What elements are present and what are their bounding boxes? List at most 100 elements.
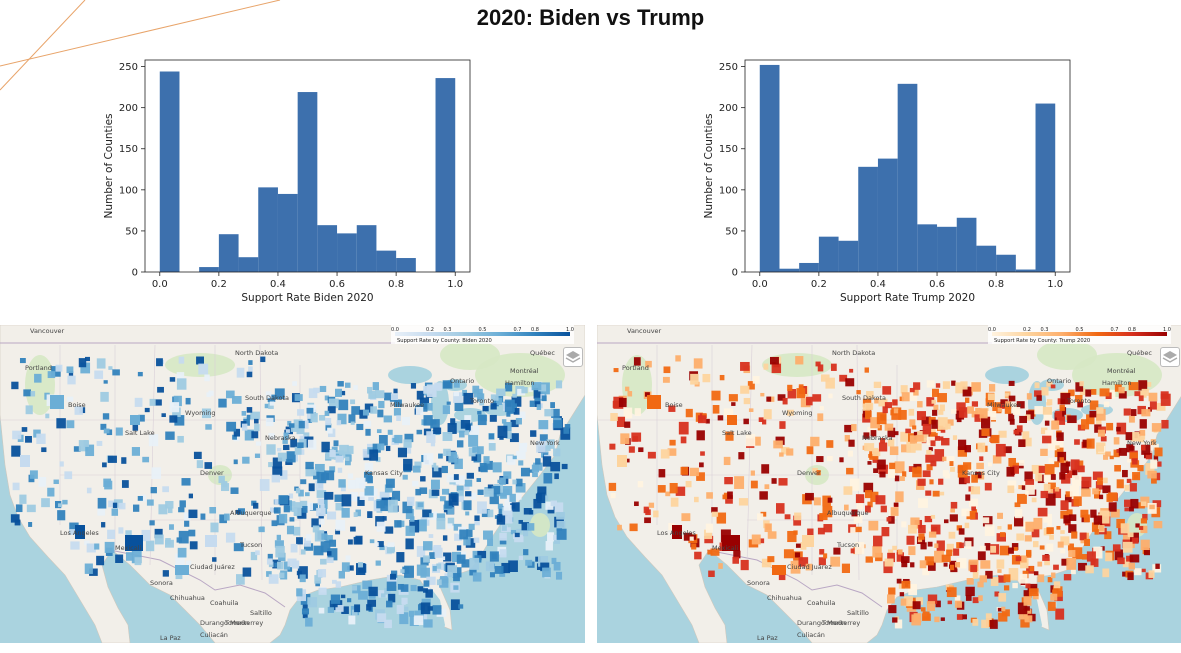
county: [205, 424, 212, 430]
county: [1056, 432, 1064, 441]
county: [400, 584, 409, 592]
county: [990, 545, 997, 553]
county: [938, 478, 944, 485]
county: [366, 604, 372, 611]
county: [250, 411, 260, 420]
county: [1077, 401, 1083, 408]
county: [387, 547, 395, 554]
county: [1020, 558, 1029, 569]
county: [965, 541, 972, 549]
layers-icon[interactable]: [1160, 347, 1180, 367]
county: [896, 552, 904, 562]
county: [174, 415, 185, 426]
histogram-bar: [779, 268, 800, 272]
county: [624, 421, 631, 428]
county: [423, 415, 433, 426]
county: [941, 554, 951, 563]
county: [1140, 501, 1147, 507]
county: [979, 456, 984, 461]
county: [70, 541, 80, 550]
county: [12, 430, 22, 440]
county: [339, 444, 349, 455]
county: [870, 417, 881, 429]
county: [232, 434, 237, 440]
county: [928, 531, 937, 538]
x-tick-label: 0.6: [929, 279, 945, 290]
county: [252, 502, 259, 509]
county: [1044, 419, 1050, 426]
county: [447, 517, 455, 526]
county: [1153, 443, 1159, 451]
county: [59, 461, 64, 467]
histogram-bar: [376, 250, 397, 272]
state-border: [149, 344, 156, 566]
county: [464, 430, 470, 436]
county: [778, 478, 788, 486]
county: [905, 428, 911, 434]
county: [178, 507, 185, 513]
county: [530, 430, 537, 437]
city-label: Albuquerque: [230, 509, 272, 517]
city-label: Kansas City: [962, 469, 1000, 477]
county: [868, 453, 873, 458]
county: [337, 381, 344, 387]
county: [237, 508, 245, 515]
county: [369, 539, 375, 544]
county: [1072, 475, 1082, 486]
county: [1081, 554, 1088, 560]
county: [47, 487, 55, 497]
county: [1122, 541, 1133, 553]
county: [1122, 571, 1128, 577]
county: [161, 413, 166, 418]
x-tick-label: 0.4: [870, 279, 886, 290]
county: [851, 509, 858, 517]
county: [296, 427, 305, 435]
county: [108, 366, 113, 370]
county: [56, 418, 66, 429]
county: [555, 571, 563, 580]
county: [218, 398, 227, 408]
county: [1128, 382, 1139, 391]
county: [536, 440, 546, 453]
county: [351, 609, 358, 616]
county: [1096, 418, 1102, 425]
county: [1152, 500, 1162, 508]
county: [535, 493, 542, 501]
county: [149, 520, 155, 526]
county: [466, 472, 474, 479]
county: [1065, 491, 1073, 498]
county: [1153, 520, 1163, 529]
county: [864, 367, 869, 373]
county: [221, 483, 230, 492]
county: [384, 588, 391, 595]
county: [258, 526, 265, 533]
county: [321, 533, 328, 540]
map-trump[interactable]: Denver Albuquerque Tucson Mexicali Ciudad Ju…: [597, 325, 1181, 643]
county: [997, 407, 1003, 412]
county: [1007, 480, 1017, 489]
county: [292, 502, 301, 513]
layers-icon[interactable]: [563, 347, 583, 367]
map-biden[interactable]: Denver Albuquerque Tucson Mexicali Ciudad Ju…: [0, 325, 585, 643]
county: [995, 443, 1006, 457]
county: [100, 391, 109, 402]
county: [918, 533, 925, 540]
county: [1050, 384, 1056, 389]
county: [297, 442, 304, 449]
county: [255, 441, 262, 446]
county: [956, 558, 967, 569]
county: [1027, 583, 1038, 592]
county: [299, 410, 304, 416]
county: [96, 358, 106, 369]
county: [888, 605, 897, 614]
county: [304, 543, 314, 551]
county: [683, 532, 693, 541]
county: [926, 397, 935, 407]
county: [427, 606, 433, 611]
county: [248, 366, 253, 373]
county: [455, 475, 465, 485]
county: [151, 467, 162, 479]
county: [392, 437, 397, 442]
county: [423, 385, 433, 394]
county: [865, 410, 872, 420]
